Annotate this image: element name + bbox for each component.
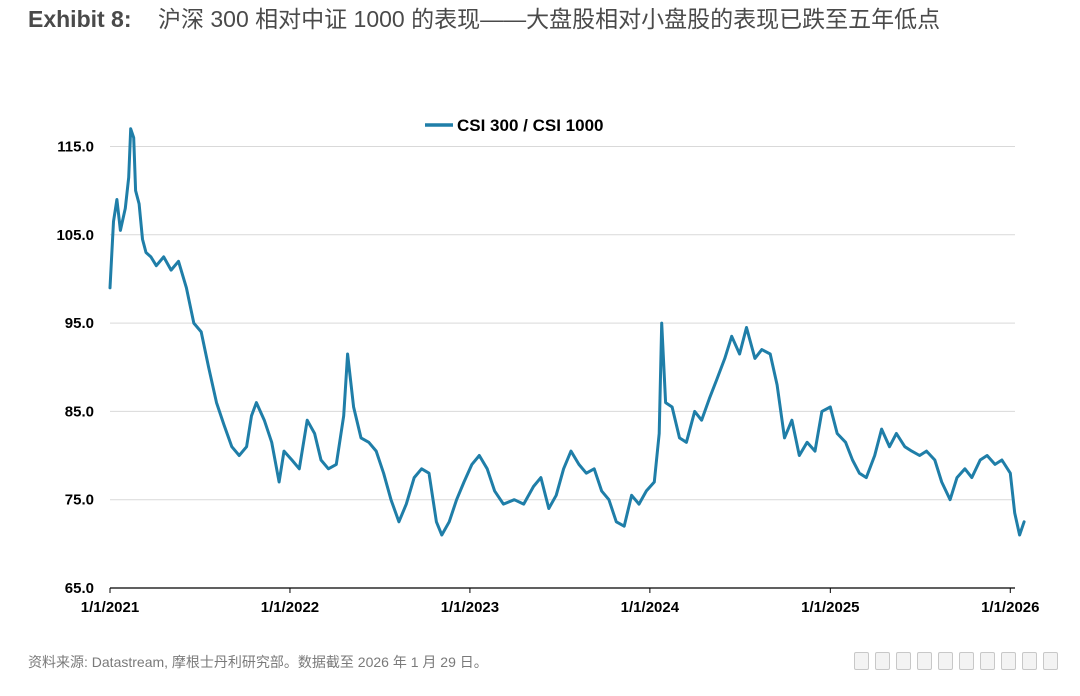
x-tick-label: 1/1/2024 xyxy=(621,599,680,616)
x-tick-label: 1/1/2022 xyxy=(261,599,319,616)
y-tick-label: 75.0 xyxy=(65,492,94,509)
series-line xyxy=(108,127,1026,537)
toolbar-glyph xyxy=(959,652,974,670)
grid-lines xyxy=(110,145,1015,501)
exhibit-label: Exhibit 8: xyxy=(28,6,132,32)
legend: CSI 300 / CSI 1000 xyxy=(425,116,603,135)
x-tick-label: 1/1/2025 xyxy=(801,599,859,616)
source-note: 资料来源: Datastream, 摩根士丹利研究部。数据截至 2026 年 1… xyxy=(28,654,488,670)
y-tick-label: 115.0 xyxy=(57,138,94,155)
toolbar-glyph xyxy=(938,652,953,670)
toolbar-glyph xyxy=(854,652,869,670)
x-tick-label: 1/1/2021 xyxy=(81,599,139,616)
toolbar-glyph xyxy=(980,652,995,670)
series-layer xyxy=(108,127,1026,537)
y-tick-label: 95.0 xyxy=(65,315,94,332)
toolbar-glyph xyxy=(917,652,932,670)
exhibit-header: Exhibit 8: 沪深 300 相对中证 1000 的表现——大盘股相对小盘股… xyxy=(28,0,1048,39)
toolbar-glyph xyxy=(1022,652,1037,670)
toolbar-glyph xyxy=(1043,652,1058,670)
toolbar-glyph xyxy=(896,652,911,670)
y-tick-label: 85.0 xyxy=(65,403,94,420)
toolbar-glyph xyxy=(1001,652,1016,670)
x-tick-label: 1/1/2026 xyxy=(981,599,1039,616)
toolbar-decoration xyxy=(854,652,1058,670)
line-chart: 65.0 75.0 85.0 95.0 105.0 115.0 1/1/2021 1/1/20… xyxy=(56,116,1039,616)
exhibit-title: 沪深 300 相对中证 1000 的表现——大盘股相对小盘股的表现已跌至五年低点 xyxy=(158,6,941,32)
axes: 65.0 75.0 85.0 95.0 105.0 115.0 1/1/2021 1/1/20… xyxy=(56,138,1039,616)
legend-label: CSI 300 / CSI 1000 xyxy=(457,116,603,135)
x-tick-label: 1/1/2023 xyxy=(441,599,499,616)
y-tick-label: 105.0 xyxy=(56,227,94,244)
toolbar-glyph xyxy=(875,652,890,670)
y-tick-label: 65.0 xyxy=(65,580,94,597)
